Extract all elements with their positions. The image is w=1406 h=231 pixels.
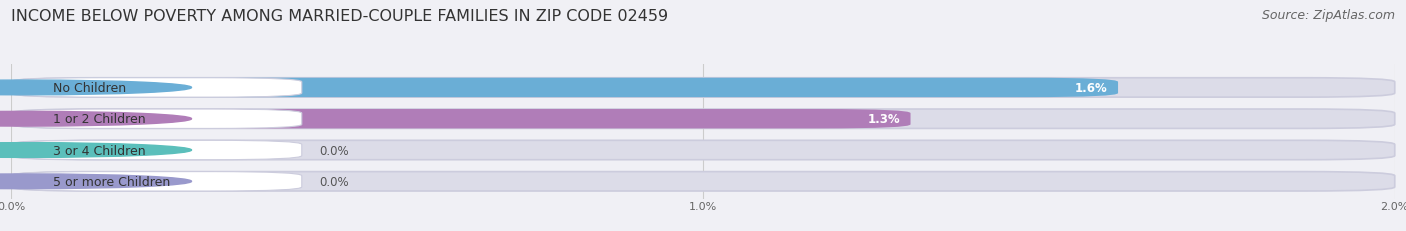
Text: 3 or 4 Children: 3 or 4 Children <box>53 144 145 157</box>
Text: 0.0%: 0.0% <box>319 144 349 157</box>
Text: 1.6%: 1.6% <box>1076 82 1108 94</box>
Text: Source: ZipAtlas.com: Source: ZipAtlas.com <box>1261 9 1395 22</box>
Circle shape <box>0 112 191 127</box>
Text: 1.3%: 1.3% <box>868 113 900 126</box>
Text: 1 or 2 Children: 1 or 2 Children <box>53 113 145 126</box>
Text: 0.0%: 0.0% <box>319 175 349 188</box>
FancyBboxPatch shape <box>11 172 302 191</box>
FancyBboxPatch shape <box>11 109 1395 129</box>
Text: INCOME BELOW POVERTY AMONG MARRIED-COUPLE FAMILIES IN ZIP CODE 02459: INCOME BELOW POVERTY AMONG MARRIED-COUPL… <box>11 9 668 24</box>
Text: 5 or more Children: 5 or more Children <box>53 175 170 188</box>
FancyBboxPatch shape <box>11 78 302 98</box>
Text: No Children: No Children <box>53 82 127 94</box>
Circle shape <box>0 143 191 158</box>
FancyBboxPatch shape <box>11 78 1395 98</box>
FancyBboxPatch shape <box>11 78 1118 98</box>
Circle shape <box>0 81 191 95</box>
FancyBboxPatch shape <box>11 172 1395 191</box>
FancyBboxPatch shape <box>11 141 302 160</box>
FancyBboxPatch shape <box>11 141 1395 160</box>
FancyBboxPatch shape <box>11 109 302 129</box>
Circle shape <box>0 174 191 189</box>
FancyBboxPatch shape <box>11 109 911 129</box>
